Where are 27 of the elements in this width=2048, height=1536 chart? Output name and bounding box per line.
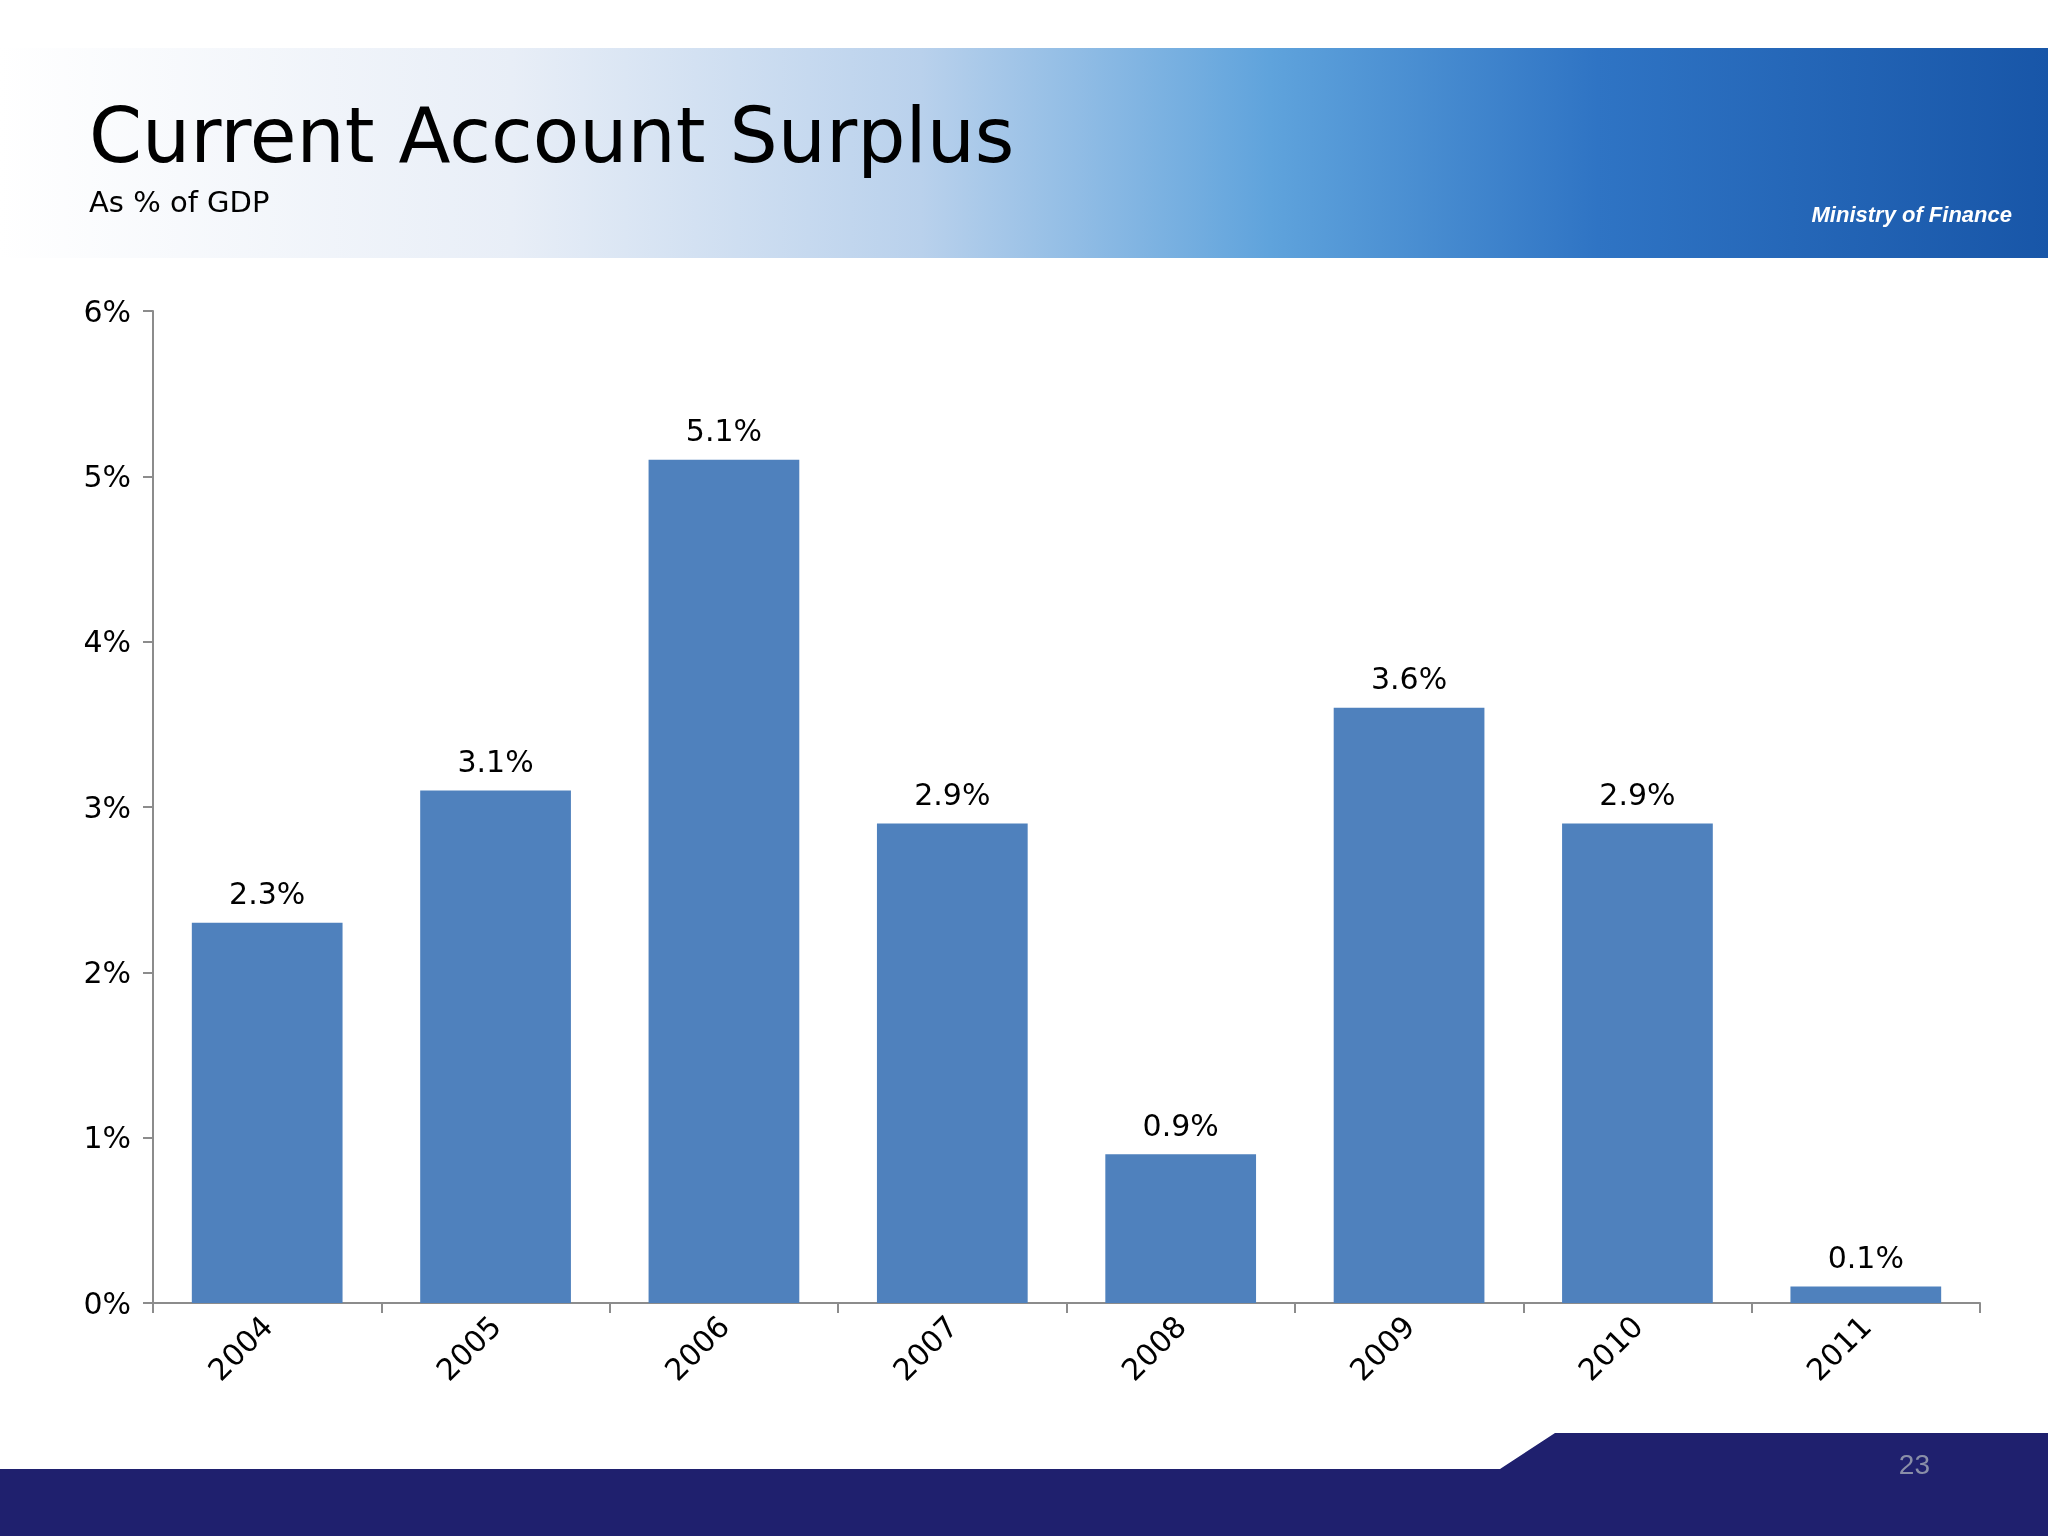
- bar: [648, 459, 800, 1303]
- data-label: 2.9%: [914, 777, 991, 813]
- bar: [1105, 1154, 1257, 1303]
- text: 23: [1898, 1448, 1931, 1480]
- data-label: 5.1%: [685, 413, 763, 449]
- data-label: 3.1%: [457, 743, 534, 779]
- y-tick-label: 1%: [83, 1120, 131, 1156]
- data-label: 2.9%: [1599, 777, 1676, 813]
- data-label: 0.1%: [1827, 1239, 1904, 1275]
- bar: [420, 790, 571, 1303]
- data-label: 2.3%: [229, 876, 306, 912]
- bar: [191, 922, 343, 1303]
- y-tick-label: 0%: [83, 1285, 131, 1321]
- data-label: 3.6%: [1370, 661, 1448, 697]
- data-label: 0.9%: [1142, 1107, 1219, 1143]
- bar: [1333, 707, 1485, 1303]
- bar: [1790, 1286, 1942, 1303]
- y-tick-label: 6%: [83, 293, 131, 329]
- y-tick-label: 2%: [83, 954, 131, 990]
- text: Ministry of Finance: [1811, 201, 2013, 227]
- bar: [876, 823, 1028, 1303]
- y-tick-label: 4%: [83, 624, 131, 660]
- chart-title: Current Account Surplus: [89, 90, 1015, 180]
- y-tick-label: 3%: [83, 789, 131, 825]
- bar: [1562, 823, 1713, 1303]
- y-tick-label: 5%: [83, 458, 131, 494]
- chart-subtitle: As % of GDP: [89, 184, 270, 219]
